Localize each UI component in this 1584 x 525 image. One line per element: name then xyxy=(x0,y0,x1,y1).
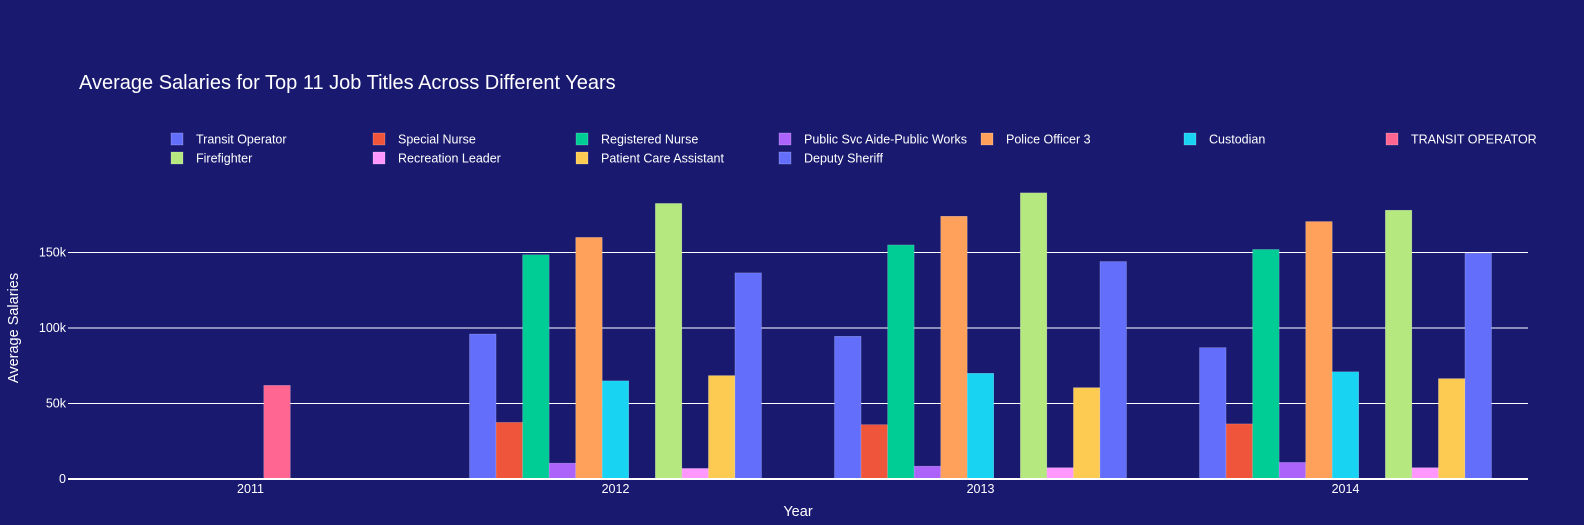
bar xyxy=(708,375,736,480)
bar xyxy=(1199,347,1227,480)
bar xyxy=(887,244,915,480)
bar xyxy=(913,465,941,480)
legend-label: Registered Nurse xyxy=(601,133,698,147)
legend-swatch xyxy=(980,132,994,146)
bar xyxy=(1331,371,1360,480)
y-axis-label: Average Salaries xyxy=(6,273,22,383)
x-tick-label: 2014 xyxy=(1332,482,1360,496)
bar xyxy=(1252,249,1280,480)
legend-label: TRANSIT OPERATOR xyxy=(1411,133,1537,147)
legend-label: Public Svc Aide-Public Works xyxy=(804,133,967,147)
bar xyxy=(522,254,550,480)
bar xyxy=(548,462,576,480)
bar xyxy=(469,333,497,480)
legend-label: Special Nurse xyxy=(398,133,476,147)
x-tick-label: 2011 xyxy=(237,482,264,496)
bar xyxy=(655,203,683,480)
bar xyxy=(1225,423,1253,480)
legend-swatch xyxy=(170,151,184,165)
legend: Transit Operator Special Nurse Registered … xyxy=(170,132,1537,166)
bar xyxy=(495,422,523,480)
bars xyxy=(263,192,1492,480)
bar xyxy=(1020,192,1048,480)
legend-label: Firefighter xyxy=(196,152,252,166)
bar xyxy=(601,380,630,480)
x-tick-label: 2012 xyxy=(602,482,630,496)
legend-label: Deputy Sheriff xyxy=(804,152,884,166)
bar xyxy=(1411,467,1439,480)
bar xyxy=(575,237,603,480)
legend-swatch xyxy=(778,132,792,146)
legend-label: Custodian xyxy=(1209,133,1265,147)
x-axis-label: Year xyxy=(783,504,812,520)
y-tick-label: 100k xyxy=(39,321,67,335)
bar xyxy=(1385,209,1413,480)
legend-label: Transit Operator xyxy=(196,133,287,147)
bar xyxy=(1464,252,1492,480)
legend-swatch xyxy=(1183,132,1197,146)
bar xyxy=(1278,462,1306,480)
axes: 0 50k 100k 150k 2011 2012 2013 2014 xyxy=(39,245,1528,496)
bar xyxy=(1073,387,1101,480)
legend-swatch xyxy=(372,132,386,146)
bar xyxy=(834,336,862,480)
legend-swatch xyxy=(1385,132,1399,146)
y-tick-label: 50k xyxy=(46,396,67,410)
gridlines xyxy=(68,251,1528,404)
legend-swatch xyxy=(575,151,589,165)
y-tick-label: 150k xyxy=(39,245,67,259)
x-tick-label: 2013 xyxy=(967,482,995,496)
legend-label: Patient Care Assistant xyxy=(601,152,725,166)
bar xyxy=(860,424,888,480)
y-tick-label: 0 xyxy=(59,472,66,486)
bar xyxy=(940,215,968,480)
bar xyxy=(1046,467,1074,480)
legend-label: Recreation Leader xyxy=(398,152,501,166)
bar xyxy=(681,468,709,480)
legend-swatch xyxy=(575,132,589,146)
bar xyxy=(1099,261,1127,480)
bar xyxy=(1305,221,1333,480)
legend-swatch xyxy=(170,132,184,146)
bar xyxy=(1438,378,1466,480)
bar xyxy=(734,272,762,480)
legend-label: Police Officer 3 xyxy=(1006,133,1091,147)
legend-swatch xyxy=(372,151,386,165)
bar xyxy=(966,373,995,480)
chart-title: Average Salaries for Top 11 Job Titles A… xyxy=(79,72,616,94)
bar xyxy=(263,385,291,480)
legend-swatch xyxy=(778,151,792,165)
